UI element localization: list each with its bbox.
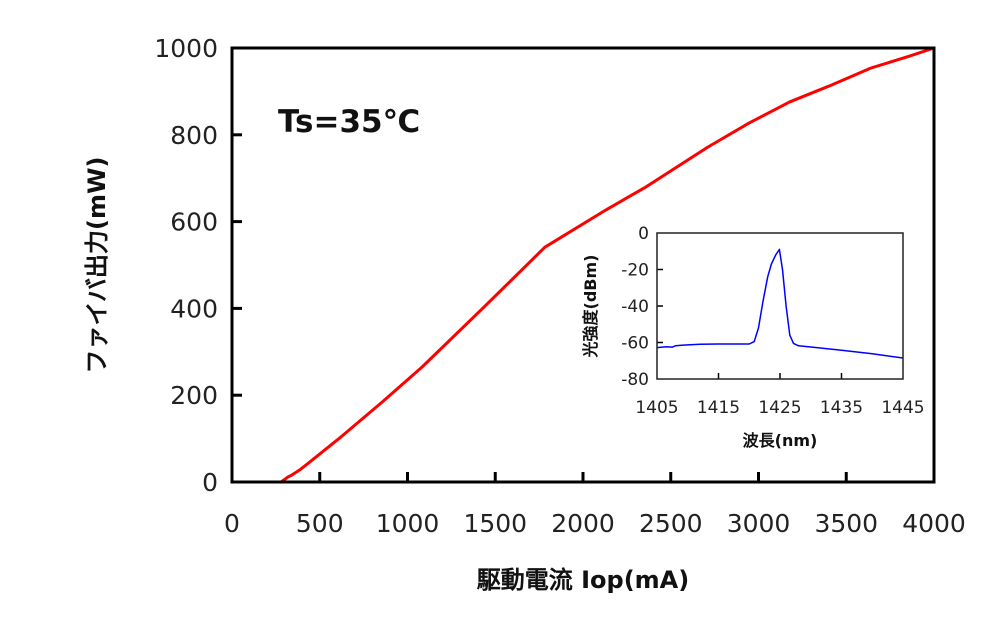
inset-y-axis-label: 光強度(dBm) [581, 255, 600, 359]
main-y-tick-label: 200 [170, 381, 218, 410]
inset-x-axis-label: 波長(nm) [743, 431, 818, 450]
inset-x-tick-label: 1435 [820, 398, 863, 418]
inset-x-tick-label: 1405 [635, 398, 678, 418]
inset-y-tick-label: -20 [621, 261, 649, 281]
main-x-tick-label: 2000 [551, 509, 615, 538]
inset-x-tick-label: 1425 [758, 398, 801, 418]
series-line-fiber-output [232, 46, 935, 484]
main-x-tick-label: 3500 [814, 509, 878, 538]
inset-y-tick-label: -80 [621, 370, 649, 390]
inset-x-tick-label: 1415 [697, 398, 740, 418]
main-y-tick-label: 600 [170, 208, 218, 237]
inset-axis-ticks: 1405 1415 1425 1435 1445 0 -20 -40 -60 -80 [621, 224, 924, 418]
annotation-temperature: Ts=35℃ [278, 104, 420, 140]
main-x-tick-label: 1500 [463, 509, 527, 538]
inset-x-tick-label: 1445 [881, 398, 924, 418]
inset-y-tick-label: -60 [621, 334, 649, 354]
main-y-tick-label: 800 [170, 121, 218, 150]
main-x-tick-label: 2500 [639, 509, 703, 538]
main-x-tick-label: 4000 [902, 509, 966, 538]
main-x-tick-label: 3000 [727, 509, 791, 538]
main-axis-ticks: 0 500 1000 1500 2000 2500 3000 3500 4000 0 200 400 6… [154, 34, 965, 538]
inset-y-tick-label: -40 [621, 297, 649, 317]
main-y-tick-label: 1000 [154, 34, 218, 63]
main-plot-frame [230, 46, 936, 484]
main-y-tick-label: 0 [202, 468, 218, 497]
main-x-tick-label: 0 [224, 509, 240, 538]
main-y-tick-label: 400 [170, 294, 218, 323]
y-axis-label: ファイバ出力(mW) [83, 157, 111, 374]
x-axis-label: 駆動電流 Iop(mA) [477, 566, 689, 594]
series-line-spectrum [656, 248, 904, 359]
main-x-tick-label: 500 [296, 509, 344, 538]
inset-y-tick-label: 0 [638, 224, 649, 244]
main-x-tick-label: 1000 [376, 509, 440, 538]
inset-plot-frame [656, 232, 904, 380]
